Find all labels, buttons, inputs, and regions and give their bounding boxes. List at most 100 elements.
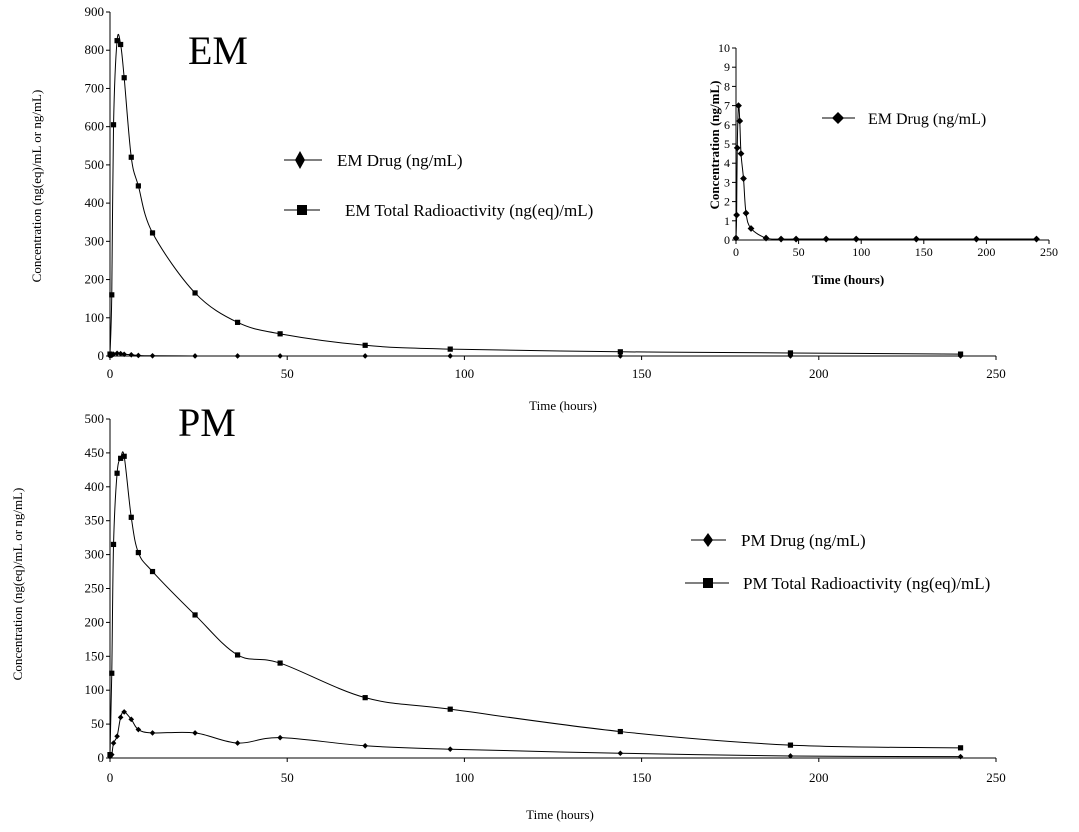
em-series-1-point (277, 331, 283, 337)
inset-y-tick-label: 10 (718, 41, 730, 55)
em-legend-drug-marker (295, 151, 305, 169)
pm-y-tick-label: 200 (85, 614, 105, 629)
em-x-tick-label: 50 (281, 366, 294, 381)
inset-x-tick-label: 150 (915, 245, 933, 259)
pm-series-1-point (362, 695, 368, 701)
em-series-1-point (447, 346, 453, 352)
em-series-1-point (957, 351, 964, 357)
em-y-tick-label: 900 (85, 4, 105, 19)
pm-series-1-point (617, 728, 623, 735)
em-x-tick-label: 200 (809, 366, 829, 381)
pm-legend-total-marker (703, 578, 713, 588)
pm-series-0-point (447, 746, 454, 752)
em-series-1-point (787, 350, 794, 356)
pm-legend: PM Drug (ng/mL) PM Total Radioactivity (… (685, 531, 990, 593)
inset-legend-drug-label: EM Drug (ng/mL) (868, 111, 986, 128)
inset-x-axis-title: Time (hours) (812, 272, 884, 287)
inset-y-tick-label: 5 (724, 137, 730, 151)
em-x-tick-label: 0 (107, 366, 114, 381)
pm-y-tick-label: 400 (85, 479, 105, 494)
pm-series-0-point (121, 709, 127, 715)
pm-series-0-point (117, 714, 124, 721)
inset-series-0-point (747, 225, 755, 232)
em-legend-drug: EM Drug (ng/mL) (284, 151, 463, 170)
inset-y-tick-label: 7 (724, 99, 730, 113)
pm-y-tick-label: 50 (91, 716, 104, 731)
pm-x-tick-label: 250 (986, 770, 1006, 785)
pm-series-0-point (617, 750, 624, 757)
inset-x-tick-label: 250 (1040, 245, 1058, 259)
em-series-1-point (192, 290, 198, 296)
em-y-tick-label: 0 (98, 348, 105, 363)
em-series-1-point (121, 75, 127, 81)
pm-series-0-point (362, 742, 368, 749)
em-series-0-point (121, 351, 127, 358)
pm-legend-drug-label: PM Drug (ng/mL) (741, 531, 866, 550)
pm-y-tick-label: 500 (85, 411, 105, 426)
pm-series-0-point (787, 753, 794, 759)
em-series-0-point (114, 350, 120, 357)
inset-y-tick-label: 6 (724, 118, 730, 132)
pm-axes: 0 50 100 150 200 250 300 350 400 450 500 0 50 100 150 2… (85, 411, 1006, 785)
inset-series-0-point (822, 235, 830, 243)
em-series-0-point (149, 352, 156, 359)
em-y-tick-label: 100 (85, 310, 105, 325)
em-series-0-point (135, 352, 142, 359)
inset-x-tick-label: 0 (733, 245, 739, 259)
pm-series-1-line (109, 451, 961, 755)
pm-series-1-point (107, 752, 113, 758)
pm-series-1-point (957, 745, 964, 751)
pm-series-1-point (114, 470, 120, 476)
inset-x-tick-label: 100 (852, 245, 870, 259)
inset-series-0-point (792, 235, 800, 243)
pm-series-1-point (787, 742, 794, 748)
pm-panel-title: PM (178, 400, 236, 445)
em-series-0-point (362, 353, 368, 359)
inset-series-0-point (777, 235, 785, 243)
em-series-1-point (110, 122, 117, 128)
pm-series-0-point (234, 740, 241, 746)
em-series-0-point (447, 353, 454, 359)
pm-x-tick-label: 200 (809, 770, 829, 785)
pm-x-axis-title: Time (hours) (526, 807, 594, 822)
em-series-1-point (234, 319, 241, 325)
pm-y-tick-label: 300 (85, 547, 105, 562)
pm-panel: 0 50 100 150 200 250 300 350 400 450 500 0 50 100 150 2… (10, 400, 1006, 822)
pm-series-1-point (128, 514, 134, 520)
em-panel-title: EM (188, 28, 248, 73)
pm-series-1-point (234, 652, 241, 658)
em-y-tick-label: 200 (85, 272, 105, 287)
em-legend-total-marker (297, 205, 307, 215)
inset-series-0-point (735, 102, 742, 109)
inset-y-tick-label: 2 (724, 195, 730, 209)
em-series-1-point (135, 183, 141, 189)
em-series-1-point (617, 349, 623, 355)
pm-legend-drug: PM Drug (ng/mL) (691, 531, 866, 550)
pm-series-1-point (192, 612, 198, 618)
pm-series-1-point (118, 455, 124, 461)
em-y-tick-label: 400 (85, 195, 105, 210)
em-series-1-point (114, 38, 120, 44)
em-x-tick-label: 250 (986, 366, 1006, 381)
inset-y-tick-label: 4 (724, 156, 730, 170)
pm-legend-total: PM Total Radioactivity (ng(eq)/mL) (685, 574, 990, 593)
pm-legend-drug-marker (703, 533, 713, 547)
inset-y-axis-title: Concentration (ng/mL) (707, 81, 722, 210)
em-series-0-point (117, 350, 124, 357)
em-series-1-point (107, 351, 113, 357)
em-y-tick-label: 300 (85, 233, 105, 248)
em-y-tick-label: 800 (85, 42, 105, 57)
inset-legend-drug-marker (832, 112, 844, 124)
em-series-1-line (109, 33, 961, 355)
inset-series-0-point (733, 144, 741, 152)
pm-series-1-point (277, 660, 283, 666)
inset-series-0-point (733, 211, 741, 219)
em-series-1-point (118, 41, 124, 48)
em-series (107, 33, 964, 359)
pm-series-0-point (957, 753, 964, 760)
pm-series-0-point (277, 734, 283, 741)
